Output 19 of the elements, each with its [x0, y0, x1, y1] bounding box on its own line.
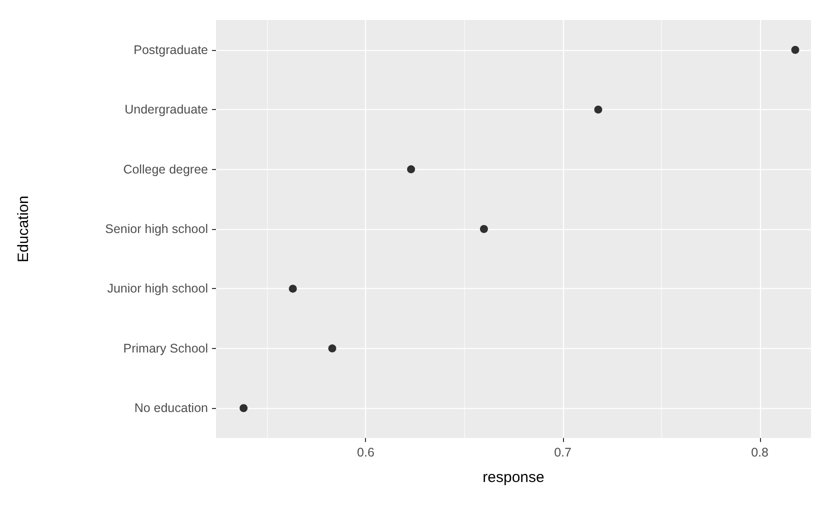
- y-tick-label: College degree: [123, 162, 208, 176]
- y-axis-title: Education: [15, 196, 32, 262]
- x-tick-label: 0.7: [554, 446, 572, 460]
- y-tick-label: Undergraduate: [124, 102, 208, 117]
- y-tick-label: No education: [134, 401, 208, 416]
- point: [288, 284, 297, 293]
- x-axis-title: response: [482, 469, 544, 486]
- x-tick-label: 0.8: [751, 446, 769, 460]
- point: [594, 106, 602, 114]
- y-tick-label: Primary School: [123, 341, 208, 356]
- y-tick-label: Senior high school: [105, 222, 208, 236]
- point: [480, 225, 488, 233]
- x-tick-label: 0.6: [357, 446, 374, 460]
- point: [791, 46, 800, 54]
- point: [240, 404, 248, 412]
- y-tick-label: Postgraduate: [134, 42, 208, 57]
- point: [328, 344, 336, 352]
- point: [407, 165, 416, 174]
- y-tick-label: Junior high school: [107, 282, 208, 296]
